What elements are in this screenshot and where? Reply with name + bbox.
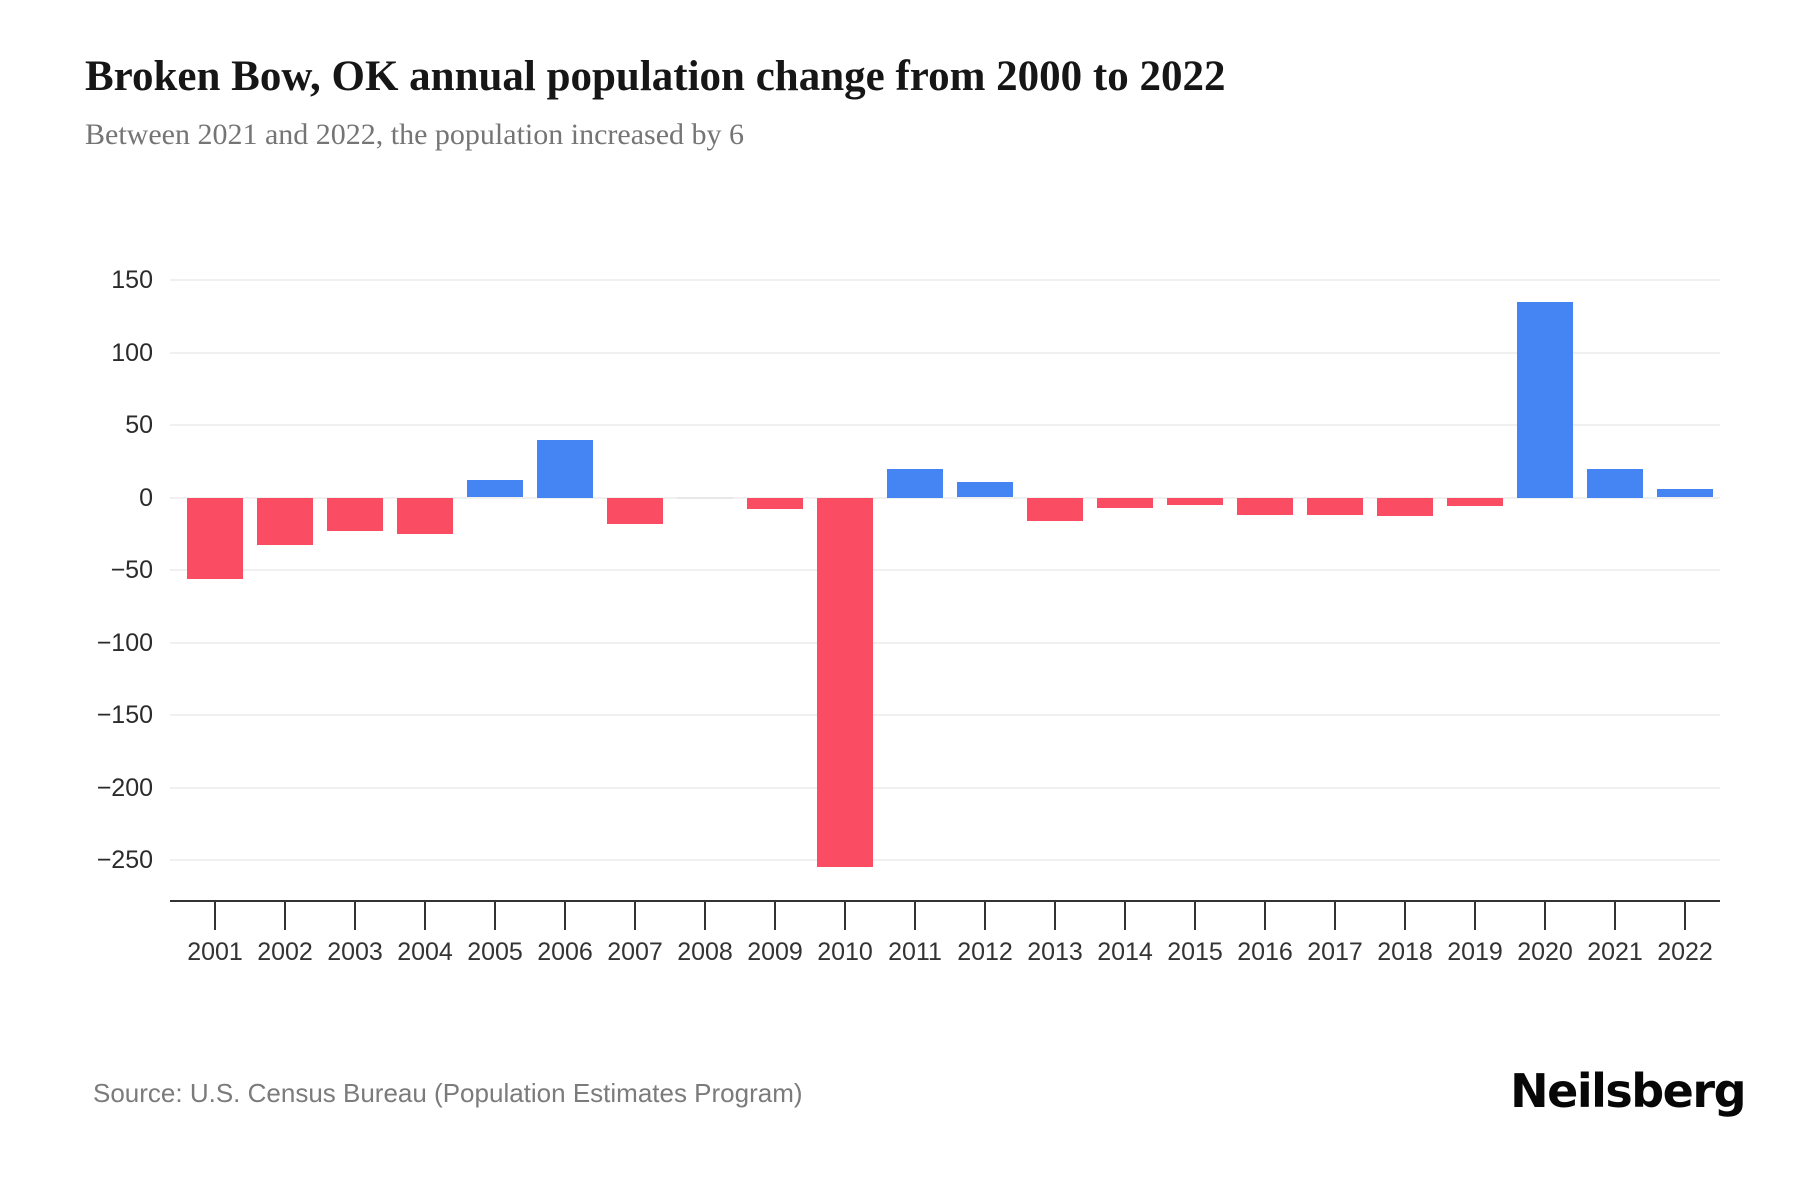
x-tick-2005 — [494, 902, 496, 930]
x-tick-label-2008: 2008 — [677, 938, 733, 966]
x-tick-2013 — [1054, 902, 1056, 930]
gridline-150 — [170, 279, 1720, 281]
gridline-50 — [170, 424, 1720, 426]
bar-2004[interactable] — [397, 497, 453, 534]
bar-2012[interactable] — [957, 481, 1013, 498]
x-tick-2010 — [844, 902, 846, 930]
chart-subtitle: Between 2021 and 2022, the population in… — [85, 118, 745, 151]
x-tick-2021 — [1614, 902, 1616, 930]
bar-2003[interactable] — [327, 497, 383, 531]
gridline--250 — [170, 859, 1720, 861]
x-tick-2004 — [424, 902, 426, 930]
y-tick-label--200: −200 — [96, 773, 153, 802]
x-tick-label-2014: 2014 — [1097, 938, 1153, 966]
x-axis-line — [170, 900, 1720, 902]
gridline--200 — [170, 786, 1720, 789]
y-tick-label--50: −50 — [110, 556, 153, 584]
x-tick-2017 — [1334, 902, 1336, 930]
x-tick-label-2009: 2009 — [747, 938, 803, 966]
bar-2008[interactable] — [677, 496, 733, 499]
bar-2014[interactable] — [1097, 497, 1153, 508]
x-tick-2003 — [354, 902, 356, 930]
x-tick-label-2013: 2013 — [1027, 938, 1083, 966]
x-tick-2015 — [1194, 902, 1196, 930]
y-tick-label--100: −100 — [96, 628, 153, 657]
bar-2011[interactable] — [887, 468, 943, 498]
bar-2017[interactable] — [1307, 497, 1363, 515]
bar-2010[interactable] — [817, 497, 873, 868]
x-tick-label-2001: 2001 — [187, 938, 243, 966]
gridline--150 — [170, 714, 1720, 716]
bar-2009[interactable] — [747, 497, 803, 510]
bar-2006[interactable] — [537, 439, 593, 498]
x-tick-label-2022: 2022 — [1657, 938, 1713, 966]
x-tick-2002 — [284, 902, 286, 930]
x-tick-label-2007: 2007 — [607, 938, 663, 966]
x-tick-2018 — [1404, 902, 1406, 930]
x-tick-2008 — [704, 902, 706, 930]
gridline-100 — [170, 351, 1720, 354]
x-tick-label-2002: 2002 — [257, 938, 313, 966]
x-tick-label-2005: 2005 — [467, 938, 523, 966]
x-tick-label-2010: 2010 — [817, 938, 873, 966]
y-tick-label--150: −150 — [96, 701, 153, 729]
bar-2016[interactable] — [1237, 497, 1293, 515]
x-tick-label-2018: 2018 — [1377, 938, 1433, 966]
bar-chart-plot-area: 150 100 50 0 −50 −100 −150 −200 −250 2001 2002 2003… — [96, 266, 1720, 966]
x-tick-2007 — [634, 902, 636, 930]
x-tick-label-2021: 2021 — [1587, 938, 1643, 966]
x-tick-label-2006: 2006 — [537, 938, 593, 966]
bar-2005[interactable] — [467, 480, 523, 498]
chart-title: Broken Bow, OK annual population change … — [85, 53, 1226, 100]
x-tick-2009 — [774, 902, 776, 930]
x-tick-2001 — [214, 902, 216, 930]
gridline--50 — [170, 569, 1720, 571]
bar-2018[interactable] — [1377, 497, 1433, 517]
x-tick-2016 — [1264, 902, 1266, 930]
x-tick-2019 — [1474, 902, 1476, 930]
neilsberg-logo: Neilsberg — [1510, 1064, 1746, 1118]
y-tick-label-0: 0 — [139, 483, 153, 512]
x-tick-2020 — [1544, 902, 1546, 930]
y-tick-label--250: −250 — [96, 846, 153, 874]
x-tick-label-2011: 2011 — [888, 938, 942, 966]
x-tick-2014 — [1124, 902, 1126, 930]
gridline--100 — [170, 641, 1720, 644]
x-tick-2011 — [914, 902, 916, 930]
x-tick-2006 — [564, 902, 566, 930]
bar-2020[interactable] — [1517, 301, 1573, 498]
bar-2007[interactable] — [607, 497, 663, 524]
y-tick-label-150: 150 — [111, 266, 153, 294]
x-tick-label-2003: 2003 — [327, 938, 383, 966]
y-tick-label-50: 50 — [125, 411, 153, 439]
bar-2002[interactable] — [257, 497, 313, 546]
bar-2001[interactable] — [187, 497, 243, 579]
x-tick-2012 — [984, 902, 986, 930]
y-tick-label-100: 100 — [111, 338, 153, 367]
x-tick-label-2004: 2004 — [397, 938, 453, 966]
x-tick-label-2016: 2016 — [1237, 938, 1293, 966]
bar-2015[interactable] — [1167, 497, 1223, 505]
bar-2021[interactable] — [1587, 468, 1643, 498]
x-tick-label-2015: 2015 — [1167, 938, 1223, 966]
bar-2013[interactable] — [1027, 497, 1083, 521]
bar-2019[interactable] — [1447, 497, 1503, 507]
x-tick-2022 — [1684, 902, 1686, 930]
x-tick-label-2020: 2020 — [1517, 938, 1573, 966]
source-note: Source: U.S. Census Bureau (Population E… — [93, 1078, 803, 1108]
gridline-0 — [170, 496, 1720, 499]
x-tick-label-2017: 2017 — [1307, 938, 1363, 966]
bar-2022[interactable] — [1657, 488, 1713, 498]
x-tick-label-2019: 2019 — [1447, 938, 1503, 966]
x-tick-label-2012: 2012 — [957, 938, 1013, 966]
